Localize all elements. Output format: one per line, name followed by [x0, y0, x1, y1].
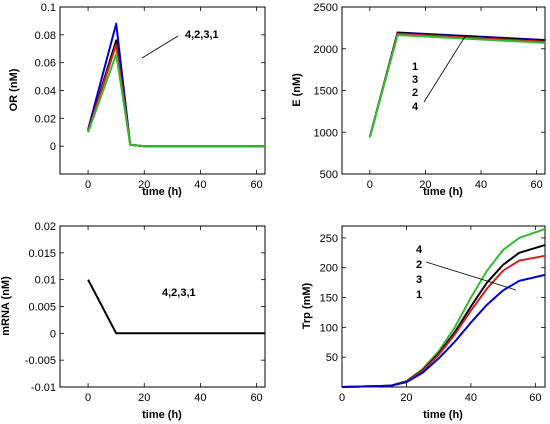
panel-e-ytick-label: 1500 — [314, 86, 338, 98]
panel-trp-ytick-label: 250 — [320, 233, 338, 245]
panel-or-ytick-label: 0.02 — [35, 113, 56, 125]
panel-mrna-ytick-label: -0.01 — [31, 382, 56, 394]
panel-mrna-ticks: 0 20 40 60 -0.01 -0.005 0 0.005 0.01 0.015 0.02 — [25, 221, 265, 404]
panel-mrna-ytick-label: 0.01 — [35, 275, 56, 287]
panel-or-ytick-label: 0.08 — [35, 30, 56, 42]
panel-trp-xtick-label: 0 — [339, 392, 345, 404]
panel-trp-series — [341, 228, 546, 388]
panel-mrna-series-line-1 — [87, 279, 265, 335]
panel-trp-annotation-2: 2 — [416, 259, 422, 271]
panel-mrna-series — [87, 279, 265, 335]
panel-mrna-ytick-label: -0.005 — [25, 355, 56, 367]
panel-or-xtick-label: 40 — [194, 179, 206, 191]
panel-mrna: 0 20 40 60 -0.01 -0.005 0 0.005 0.01 0.015 0.02 4,… — [0, 221, 266, 421]
panel-trp-series-line-4 — [341, 273, 546, 388]
panel-or: 0 20 40 60 0 0.02 0.04 0.06 0.08 0.1 4,2,3,1 time… — [8, 2, 266, 198]
panel-e-annotation-1: 1 — [412, 61, 418, 73]
panel-e-annotation-leader — [423, 34, 467, 103]
panel-trp-annotation-1: 4 — [416, 244, 423, 256]
panel-or-xtick-label: 60 — [250, 179, 262, 191]
panel-trp-frame — [341, 225, 546, 388]
panel-e-ytick-label: 500 — [320, 169, 338, 181]
panel-or-ytick-label: 0.04 — [35, 86, 56, 98]
panel-or-annotation-leader — [141, 35, 179, 59]
panel-trp-ytick-label: 100 — [320, 322, 338, 334]
panel-e-xtick-label: 0 — [367, 179, 373, 191]
panel-mrna-xtick-label: 20 — [138, 392, 150, 404]
panel-e-ytick-label: 2500 — [314, 2, 338, 14]
panel-trp-ytick-label: 200 — [320, 263, 338, 275]
panel-e-ticks: 0 20 40 60 500 1000 1500 2000 2500 — [314, 2, 545, 191]
panel-trp-annotation-leader — [425, 261, 517, 291]
panel-e-series — [368, 31, 546, 138]
panel-or-ticks: 0 20 40 60 0 0.02 0.04 0.06 0.08 0.1 — [35, 2, 265, 191]
panel-or-ytick-label: 0.1 — [41, 2, 56, 14]
panel-e-xtick-label: 40 — [475, 179, 487, 191]
panel-e-ytick-label: 1000 — [314, 127, 338, 139]
panel-e-ytick-label: 2000 — [314, 44, 338, 56]
panel-or-xtick-label: 0 — [85, 179, 91, 191]
panel-trp-ticks: 0 20 40 60 50 100 150 200 250 — [320, 226, 545, 404]
panel-trp: 0 20 40 60 50 100 150 200 250 4 2 3 1 time (h) T… — [301, 225, 546, 421]
panel-mrna-xtick-label: 40 — [194, 392, 206, 404]
panel-or-annotation: 4,2,3,1 — [185, 29, 219, 41]
panel-trp-xtick-label: 20 — [400, 392, 412, 404]
panel-mrna-annotation: 4,2,3,1 — [162, 287, 196, 299]
panel-or-xtick-label: 20 — [138, 179, 150, 191]
panel-mrna-xtick-label: 0 — [85, 392, 91, 404]
panel-mrna-xlabel: time (h) — [142, 409, 182, 421]
panel-trp-ytick-label: 150 — [320, 293, 338, 305]
panel-e-annotation-4: 4 — [412, 101, 419, 113]
panel-e-annotation-3: 2 — [412, 87, 418, 99]
panel-trp-xtick-label: 60 — [529, 392, 541, 404]
panel-trp-annotation-3: 3 — [416, 274, 422, 286]
panel-or-series — [87, 22, 265, 148]
panel-e-ylabel: E (nM) — [291, 73, 303, 107]
panel-or-ylabel: OR (nM) — [8, 68, 20, 111]
panel-mrna-ytick-label: 0.005 — [28, 302, 56, 314]
panel-or-ytick-label: 0.06 — [35, 58, 56, 70]
panel-e: 0 20 40 60 500 1000 1500 2000 2500 1 3 2 4 time … — [291, 2, 546, 198]
panel-trp-ylabel: Trp (mM) — [301, 282, 313, 329]
panel-mrna-ytick-label: 0.015 — [28, 248, 56, 260]
panel-trp-annotation-4: 1 — [416, 289, 422, 301]
panel-e-series-line-4 — [368, 34, 546, 138]
panel-mrna-ytick-label: 0.02 — [35, 221, 56, 233]
panel-trp-xlabel: time (h) — [423, 409, 463, 421]
panel-or-ytick-label: 0 — [50, 141, 56, 153]
panel-e-xtick-label: 60 — [531, 179, 543, 191]
panel-trp-xtick-label: 40 — [465, 392, 477, 404]
panel-or-xlabel: time (h) — [142, 186, 182, 198]
panel-e-annotation-2: 3 — [412, 74, 418, 86]
panel-e-xtick-label: 20 — [419, 179, 431, 191]
panel-mrna-ytick-label: 0 — [50, 328, 56, 340]
panel-or-series-line-4 — [87, 53, 265, 148]
panel-e-xlabel: time (h) — [423, 186, 463, 198]
panel-mrna-ylabel: mRNA (nM) — [0, 276, 12, 336]
panel-mrna-xtick-label: 60 — [250, 392, 262, 404]
panel-trp-ytick-label: 50 — [326, 352, 338, 364]
